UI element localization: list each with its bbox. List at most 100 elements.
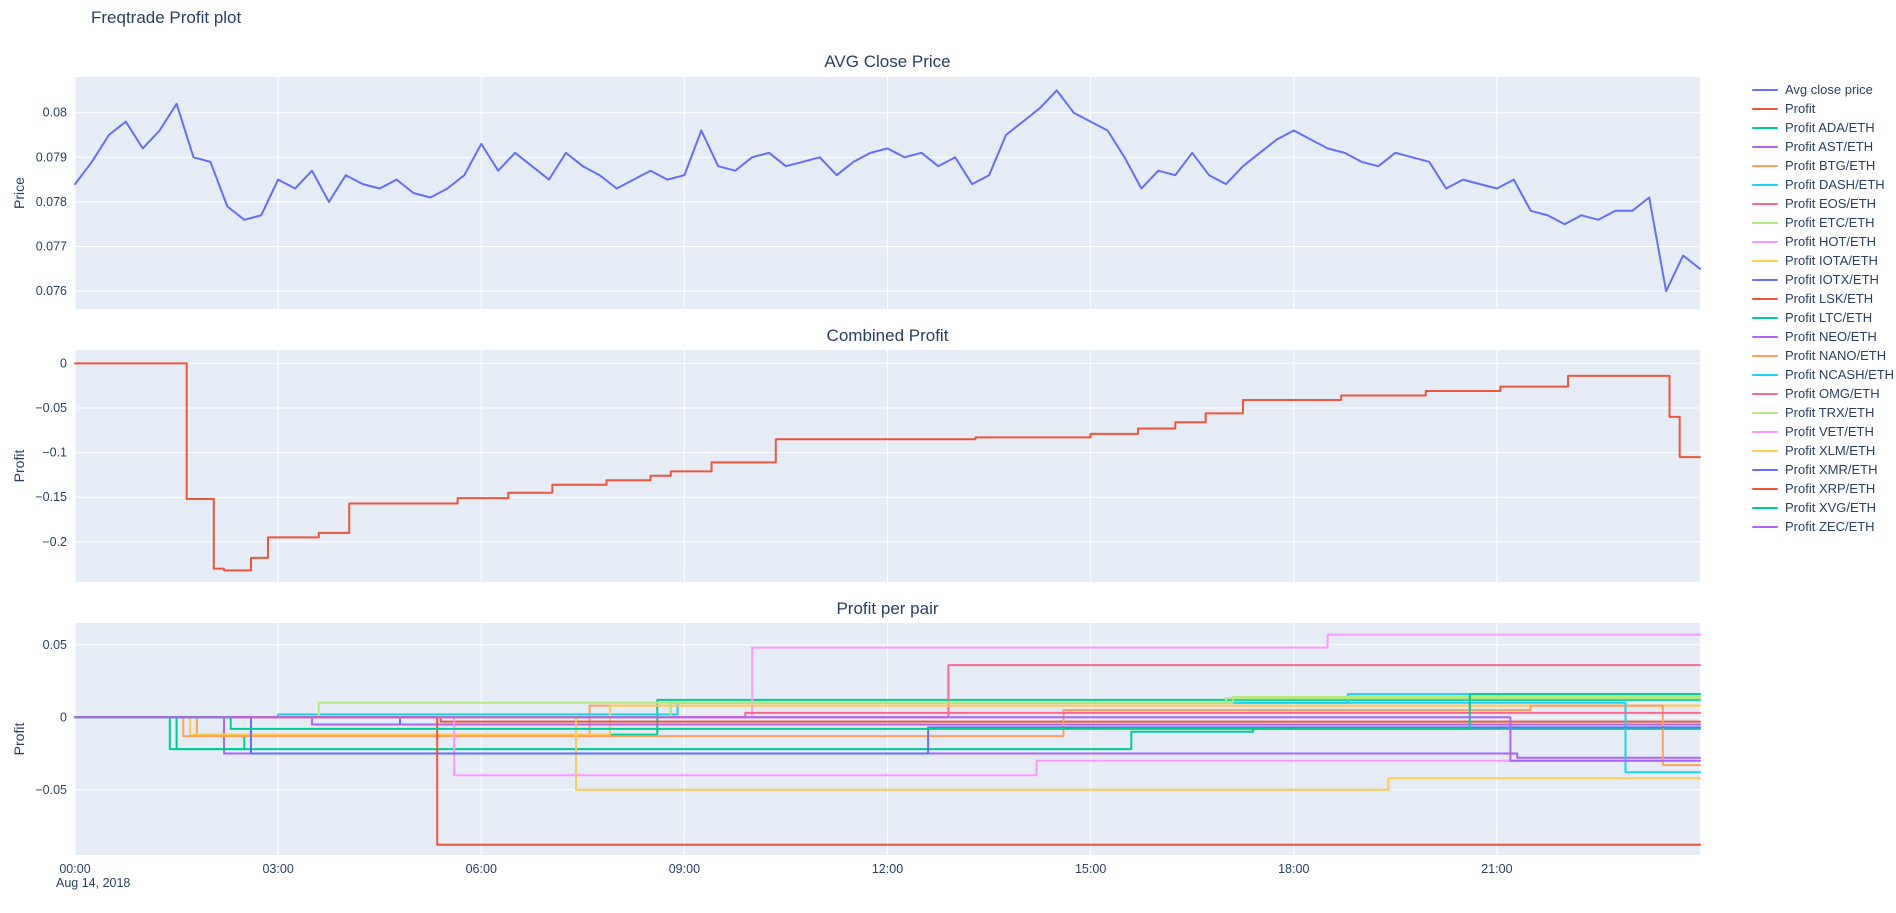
legend-item-label: Profit bbox=[1785, 101, 1816, 116]
legend-line-swatch bbox=[1752, 259, 1778, 262]
y-tick-label: 0.078 bbox=[36, 195, 67, 209]
legend-item-label: Profit XLM/ETH bbox=[1785, 443, 1876, 458]
legend-item-profit-eos-eth[interactable]: Profit EOS/ETH bbox=[1752, 194, 1894, 213]
legend-item-profit-ast-eth[interactable]: Profit AST/ETH bbox=[1752, 137, 1894, 156]
legend-item-label: Profit VET/ETH bbox=[1785, 424, 1874, 439]
y-tick-label: 0 bbox=[60, 710, 67, 724]
legend-line-swatch bbox=[1752, 411, 1778, 414]
chart-title-profit-per-pair: Profit per pair bbox=[836, 599, 939, 618]
legend-item-label: Profit EOS/ETH bbox=[1785, 196, 1877, 211]
y-tick-label: −0.05 bbox=[35, 401, 67, 415]
legend-line-swatch bbox=[1752, 316, 1778, 319]
legend-line-swatch bbox=[1752, 487, 1778, 490]
legend-item-label: Profit NCASH/ETH bbox=[1785, 367, 1895, 382]
x-tick-label: 15:00 bbox=[1075, 862, 1106, 876]
legend-item-profit-btg-eth[interactable]: Profit BTG/ETH bbox=[1752, 156, 1894, 175]
legend-item-profit-lsk-eth[interactable]: Profit LSK/ETH bbox=[1752, 289, 1894, 308]
y-axis-title: Price bbox=[11, 177, 27, 209]
y-tick-label: 0.079 bbox=[36, 150, 67, 164]
legend-item-label: Profit BTG/ETH bbox=[1785, 158, 1876, 173]
legend-item-avg-close-price[interactable]: Avg close price bbox=[1752, 80, 1894, 99]
legend-item-profit-ltc-eth[interactable]: Profit LTC/ETH bbox=[1752, 308, 1894, 327]
legend-item-profit-ada-eth[interactable]: Profit ADA/ETH bbox=[1752, 118, 1894, 137]
legend-line-swatch bbox=[1752, 468, 1778, 471]
legend-item-profit-xrp-eth[interactable]: Profit XRP/ETH bbox=[1752, 479, 1894, 498]
y-tick-label: 0.08 bbox=[43, 106, 67, 120]
series-profit-nano-eth bbox=[74, 704, 1701, 767]
legend-item-label: Profit ZEC/ETH bbox=[1785, 519, 1875, 534]
legend-line-swatch bbox=[1752, 145, 1778, 148]
legend-item-profit-neo-eth[interactable]: Profit NEO/ETH bbox=[1752, 327, 1894, 346]
legend-line-swatch bbox=[1752, 449, 1778, 452]
legend-item-profit-hot-eth[interactable]: Profit HOT/ETH bbox=[1752, 232, 1894, 251]
page-title: Freqtrade Profit plot bbox=[91, 8, 242, 27]
x-tick-label: 03:00 bbox=[262, 862, 293, 876]
legend-item-label: Profit TRX/ETH bbox=[1785, 405, 1875, 420]
x-tick-label: 06:00 bbox=[466, 862, 497, 876]
y-tick-label: 0.05 bbox=[43, 638, 67, 652]
legend-item-label: Profit IOTX/ETH bbox=[1785, 272, 1879, 287]
legend-item-label: Profit NEO/ETH bbox=[1785, 329, 1877, 344]
chart-profit-per-pair[interactable]: 00:00 03:00 06:00 09:00 12:00 15:00 18:00 21:00… bbox=[8, 621, 1708, 883]
legend-item-label: Profit HOT/ETH bbox=[1785, 234, 1877, 249]
x-tick-label: 21:00 bbox=[1481, 862, 1512, 876]
legend-item-profit-zec-eth[interactable]: Profit ZEC/ETH bbox=[1752, 517, 1894, 536]
y-tick-label: −0.2 bbox=[42, 535, 67, 549]
legend-line-swatch bbox=[1752, 354, 1778, 357]
chart-title-avg-close-price: AVG Close Price bbox=[824, 52, 951, 71]
y-tick-label: 0 bbox=[60, 356, 67, 370]
chart-title-combined-profit: Combined Profit bbox=[826, 326, 949, 345]
legend-item-label: Profit LSK/ETH bbox=[1785, 291, 1874, 306]
legend-line-swatch bbox=[1752, 183, 1778, 186]
legend-item-profit-nano-eth[interactable]: Profit NANO/ETH bbox=[1752, 346, 1894, 365]
x-tick-label: 00:00 bbox=[59, 862, 90, 876]
legend-item-label: Profit XVG/ETH bbox=[1785, 500, 1877, 515]
legend-item-profit-iota-eth[interactable]: Profit IOTA/ETH bbox=[1752, 251, 1894, 270]
legend-line-swatch bbox=[1752, 126, 1778, 129]
legend-item-label: Profit ADA/ETH bbox=[1785, 120, 1875, 135]
legend: Avg close price Profit Profit ADA/ETH Profi… bbox=[1752, 80, 1894, 536]
legend-item-label: Profit LTC/ETH bbox=[1785, 310, 1873, 325]
x-tick-label: 12:00 bbox=[872, 862, 903, 876]
legend-line-swatch bbox=[1752, 297, 1778, 300]
legend-item-profit-xlm-eth[interactable]: Profit XLM/ETH bbox=[1752, 441, 1894, 460]
legend-line-swatch bbox=[1752, 430, 1778, 433]
y-axis-title: Profit bbox=[11, 450, 27, 483]
y-tick-label: 0.077 bbox=[36, 240, 67, 254]
legend-line-swatch bbox=[1752, 335, 1778, 338]
legend-item-profit[interactable]: Profit bbox=[1752, 99, 1894, 118]
legend-item-label: Profit XRP/ETH bbox=[1785, 481, 1876, 496]
series-profit bbox=[74, 362, 1701, 572]
legend-line-swatch bbox=[1752, 107, 1778, 110]
legend-item-profit-ncash-eth[interactable]: Profit NCASH/ETH bbox=[1752, 365, 1894, 384]
legend-line-swatch bbox=[1752, 88, 1778, 91]
legend-item-label: Profit DASH/ETH bbox=[1785, 177, 1885, 192]
legend-line-swatch bbox=[1752, 202, 1778, 205]
legend-item-label: Profit NANO/ETH bbox=[1785, 348, 1887, 363]
legend-line-swatch bbox=[1752, 506, 1778, 509]
x-axis-date-label: Aug 14, 2018 bbox=[56, 876, 131, 890]
legend-item-profit-xvg-eth[interactable]: Profit XVG/ETH bbox=[1752, 498, 1894, 517]
legend-item-profit-etc-eth[interactable]: Profit ETC/ETH bbox=[1752, 213, 1894, 232]
legend-item-label: Avg close price bbox=[1785, 82, 1873, 97]
y-tick-label: −0.1 bbox=[42, 446, 67, 460]
legend-item-profit-omg-eth[interactable]: Profit OMG/ETH bbox=[1752, 384, 1894, 403]
x-tick-label: 18:00 bbox=[1278, 862, 1309, 876]
legend-line-swatch bbox=[1752, 392, 1778, 395]
legend-item-label: Profit OMG/ETH bbox=[1785, 386, 1880, 401]
chart-combined-profit[interactable]: −0.2 −0.15 −0.1 −0.05 0 Profit bbox=[8, 348, 1708, 584]
chart-avg-close-price[interactable]: 0.076 0.077 0.078 0.079 0.08 Price bbox=[8, 75, 1708, 311]
series-profit-zec-eth bbox=[74, 716, 1701, 762]
y-tick-label: 0.076 bbox=[36, 284, 67, 298]
legend-line-swatch bbox=[1752, 240, 1778, 243]
legend-item-profit-vet-eth[interactable]: Profit VET/ETH bbox=[1752, 422, 1894, 441]
legend-line-swatch bbox=[1752, 373, 1778, 376]
y-axis-title: Profit bbox=[11, 723, 27, 756]
legend-item-profit-xmr-eth[interactable]: Profit XMR/ETH bbox=[1752, 460, 1894, 479]
legend-line-swatch bbox=[1752, 221, 1778, 224]
legend-item-profit-trx-eth[interactable]: Profit TRX/ETH bbox=[1752, 403, 1894, 422]
legend-line-swatch bbox=[1752, 278, 1778, 281]
legend-item-profit-iotx-eth[interactable]: Profit IOTX/ETH bbox=[1752, 270, 1894, 289]
legend-item-label: Profit XMR/ETH bbox=[1785, 462, 1878, 477]
legend-item-profit-dash-eth[interactable]: Profit DASH/ETH bbox=[1752, 175, 1894, 194]
